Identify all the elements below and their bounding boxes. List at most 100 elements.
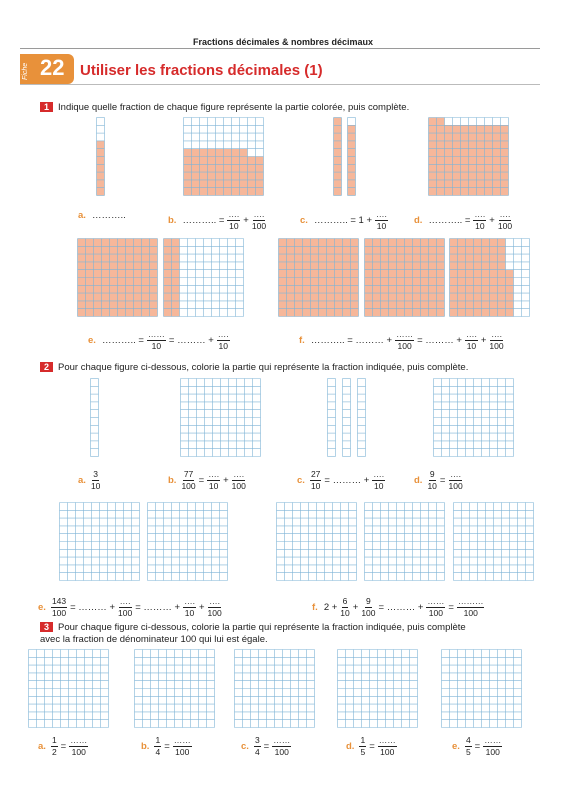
numerator: 143 — [50, 596, 68, 608]
numerator: 3 — [253, 735, 261, 747]
fraction: …. 100 — [252, 210, 266, 230]
numerator: …… — [272, 735, 292, 747]
header-rule — [20, 48, 540, 49]
ex3-answer-c: c. 3 4 =…… 100 — [241, 736, 292, 756]
fraction: …… 100 — [172, 735, 192, 756]
answer-letter: e. — [88, 334, 96, 346]
answer-text: ……….. = — [182, 214, 225, 226]
denominator: 10 — [151, 340, 162, 351]
denominator: 10 — [90, 480, 101, 491]
exercise-1-instruction: 1 Indique quelle fraction de chaque figu… — [40, 102, 409, 113]
answer-text: ……….. — [91, 210, 126, 221]
title-rule — [20, 84, 540, 85]
numerator: …… — [172, 735, 192, 747]
numerator: …. — [118, 596, 132, 608]
ex2-answer-e: e. 143 100 = ……… +…. 100 = ……… +…. 10 +…. 100 — [38, 597, 223, 617]
denominator: 10 — [475, 220, 485, 231]
numerator: …. — [207, 469, 221, 481]
numerator: 4 — [464, 735, 472, 747]
denominator: 100 — [231, 480, 246, 491]
fraction: …… 100 — [272, 735, 292, 757]
answer-text: = ……… + — [168, 334, 214, 346]
instruction-text-line2: avec la fraction de dénominateur 100 qui… — [40, 634, 268, 645]
fraction: …. 100 — [118, 597, 132, 617]
denominator: 10 — [466, 340, 477, 351]
exercise-number: 3 — [40, 622, 54, 632]
denominator: 10 — [229, 220, 239, 231]
answer-letter: b. — [168, 214, 177, 226]
figure-3d — [337, 649, 418, 728]
denominator: 100 — [51, 607, 67, 618]
numerator: …. — [490, 329, 503, 341]
denominator: 100 — [274, 746, 289, 757]
instruction-text: Pour chaque figure ci-dessous, colorie l… — [58, 362, 469, 373]
numerator: …… — [146, 329, 166, 341]
denominator: 100 — [428, 607, 443, 618]
answer-letter: c. — [297, 474, 305, 486]
figure-1f-1 — [278, 238, 359, 317]
figure-2e-2 — [147, 502, 228, 581]
figure-2f-1 — [276, 502, 357, 581]
ex1-answer-a: a. ……….. — [78, 210, 128, 221]
numerator: …. — [252, 209, 266, 221]
answer-text: = — [369, 740, 375, 752]
numerator: …… — [69, 735, 89, 747]
answer-letter: a. — [78, 474, 86, 486]
ex2-answer-d: d. 9 10 =…. 100 — [414, 470, 464, 490]
ex1-answer-c: c. ……….. = 1 +…. 10 — [300, 210, 389, 230]
figure-2c-bar1 — [327, 378, 336, 457]
fraction: 9 100 — [361, 597, 375, 617]
numerator: 9 — [365, 596, 372, 608]
figure-2c-bar2 — [342, 378, 351, 457]
fraction: …… 100 — [483, 736, 503, 756]
fraction: …… 100 — [395, 329, 415, 350]
figure-2b — [180, 378, 261, 457]
figure-2f-3 — [453, 502, 534, 581]
denominator: 100 — [207, 607, 222, 618]
figure-3a — [28, 649, 109, 728]
fraction: …. 100 — [489, 330, 503, 350]
answer-letter: c. — [241, 740, 249, 752]
page-title: Utiliser les fractions décimales (1) — [80, 62, 323, 79]
answer-text: ……….. = — [428, 214, 471, 226]
denominator: 100 — [71, 746, 86, 757]
denominator: 10 — [208, 480, 219, 491]
denominator: 5 — [360, 746, 366, 757]
answer-letter: f. — [299, 334, 305, 346]
numerator: …. — [449, 469, 463, 481]
ex3-answer-b: b. 1 4 =…… 100 — [141, 736, 193, 756]
denominator: 4 — [155, 746, 161, 757]
figure-1b — [183, 117, 264, 196]
answer-text: + — [489, 214, 495, 226]
figure-1c-bar1 — [333, 117, 342, 196]
denominator: 10 — [218, 340, 228, 351]
numerator: …. — [464, 329, 478, 341]
answer-text: = ……… + — [417, 334, 462, 346]
denominator: 100 — [380, 746, 395, 757]
fraction: …. 10 — [207, 469, 221, 491]
fraction: …… 100 — [69, 735, 89, 757]
instruction-text: Pour chaque figure ci-dessous, colorie l… — [58, 622, 466, 633]
numerator: …. — [232, 469, 246, 481]
ex3-answer-e: e. 4 5 =…… 100 — [452, 736, 503, 756]
answer-text: + — [198, 601, 205, 613]
answer-text: + — [243, 214, 249, 226]
fraction: ……… 100 — [456, 597, 485, 617]
numerator: 77 — [182, 469, 195, 481]
numerator: 27 — [309, 469, 322, 481]
fiche-word: Fiche — [22, 62, 29, 80]
instruction-text: Indique quelle fraction de chaque figure… — [58, 102, 410, 113]
fraction: …. 100 — [448, 470, 462, 490]
answer-text: + — [352, 601, 359, 613]
fraction: …… 100 — [426, 597, 446, 618]
fraction: 6 10 — [340, 597, 349, 617]
numerator: …. — [216, 329, 230, 341]
ex1-answer-b: b. ……….. = …. 10 +…. 100 — [168, 210, 267, 230]
numerator: …… — [395, 329, 415, 341]
answer-text: = — [439, 474, 446, 486]
answer-text: = ……… + — [378, 601, 424, 613]
answer-text: = ……… + — [70, 601, 115, 613]
denominator: 100 — [181, 480, 196, 491]
